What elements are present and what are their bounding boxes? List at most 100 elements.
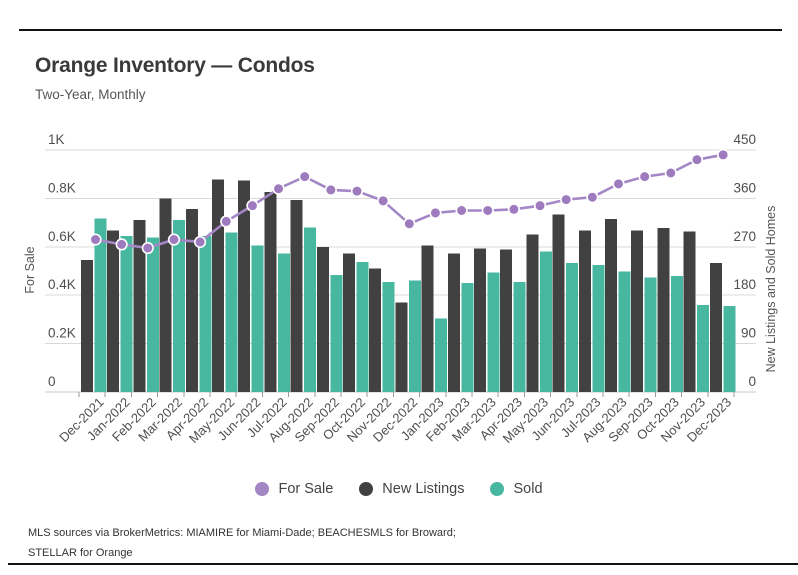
- bar-sold-May-2023: [539, 251, 552, 392]
- bottom-divider: [8, 563, 798, 565]
- bar-sold-Jan-2023: [435, 318, 448, 392]
- bar-new-listings-Aug-2023: [605, 218, 617, 392]
- bar-new-listings-Nov-2022: [369, 268, 382, 392]
- legend-item-sold: Sold: [490, 481, 543, 497]
- bar-sold-Mar-2023: [487, 272, 500, 392]
- bar-sold-Dec-2022: [408, 280, 421, 392]
- source-line-2: STELLAR for Orange: [28, 547, 133, 559]
- bar-sold-Aug-2022: [304, 227, 317, 392]
- bar-new-listings-Feb-2023: [447, 253, 460, 392]
- left-axis-tick: 1K: [48, 132, 65, 147]
- bar-new-listings-Nov-2023: [683, 231, 696, 392]
- for-sale-point-Mar-2023: [481, 204, 494, 217]
- legend-label: For Sale: [278, 481, 334, 497]
- bar-new-listings-Jul-2023: [578, 230, 591, 392]
- right-axis-tick: 180: [733, 277, 756, 292]
- bar-new-listings-May-2022: [212, 179, 224, 392]
- bar-sold-Jul-2023: [592, 265, 605, 392]
- for-sale-point-Nov-2022: [377, 194, 390, 207]
- bar-sold-Jul-2022: [277, 253, 290, 392]
- bar-sold-Nov-2022: [382, 281, 395, 392]
- bar-new-listings-Jan-2023: [421, 245, 434, 392]
- for-sale-point-Sep-2022: [324, 183, 337, 197]
- for-sale-point-Feb-2023: [455, 204, 468, 217]
- left-axis-tick: 0: [48, 374, 56, 389]
- bar-sold-May-2022: [225, 232, 238, 392]
- bar-new-listings-Sep-2022: [316, 246, 329, 392]
- source-line-1: MLS sources via BrokerMetrics: MIAMIRE f…: [28, 527, 456, 539]
- for-sale-point-Aug-2023: [612, 177, 625, 190]
- bar-new-listings-Jun-2023: [552, 214, 565, 392]
- bar-sold-Aug-2023: [618, 271, 631, 392]
- bar-new-listings-Aug-2022: [290, 200, 303, 392]
- bar-new-listings-Oct-2022: [343, 253, 355, 392]
- for-sale-point-Jun-2023: [560, 193, 573, 206]
- left-axis-tick: 0.8K: [48, 180, 76, 195]
- bar-new-listings-May-2023: [526, 234, 539, 392]
- bar-sold-Jan-2022: [120, 236, 133, 392]
- for-sale-point-Dec-2022: [403, 217, 416, 230]
- bar-new-listings-Mar-2023: [474, 248, 486, 392]
- for-sale-point-Feb-2022: [141, 241, 154, 255]
- top-divider: [19, 29, 782, 31]
- right-axis-tick: 0: [748, 374, 756, 389]
- sold-swatch-icon: [490, 482, 505, 496]
- bar-sold-Jun-2023: [566, 262, 579, 392]
- for-sale-point-Jun-2022: [246, 199, 259, 212]
- right-axis-tick: 90: [741, 326, 756, 341]
- legend-item-for-sale: For Sale: [255, 481, 333, 497]
- for-sale-point-Mar-2022: [167, 233, 181, 246]
- legend-item-new-listings: New Listings: [359, 481, 464, 497]
- bar-new-listings-Jun-2022: [238, 180, 251, 392]
- legend-label: Sold: [513, 481, 543, 497]
- for-sale-point-Jan-2022: [115, 238, 128, 251]
- bar-new-listings-Dec-2022: [395, 302, 408, 392]
- bar-sold-Sep-2023: [644, 277, 657, 392]
- bar-new-listings-Mar-2022: [159, 198, 172, 392]
- bar-new-listings-Jul-2022: [264, 191, 277, 392]
- bar-sold-Sep-2022: [330, 274, 343, 392]
- for-sale-point-Jul-2023: [586, 191, 599, 204]
- bar-sold-Nov-2023: [697, 304, 710, 392]
- bar-sold-Feb-2023: [461, 282, 474, 392]
- for-sale-point-Dec-2023: [716, 148, 730, 161]
- for-sale-point-Nov-2023: [690, 153, 704, 166]
- bar-sold-Mar-2022: [173, 219, 186, 392]
- bar-sold-Oct-2023: [670, 275, 683, 392]
- bar-new-listings-Dec-2021: [81, 260, 93, 392]
- for-sale-point-Apr-2022: [194, 235, 207, 249]
- right-axis-tick: 270: [733, 229, 756, 244]
- bar-sold-Oct-2022: [356, 261, 369, 392]
- left-axis-tick: 0.2K: [48, 326, 76, 341]
- bar-sold-Dec-2021: [94, 218, 107, 392]
- for-sale-point-Sep-2023: [638, 170, 651, 183]
- left-axis-tick: 0.6K: [48, 229, 76, 244]
- right-axis-title: New Listings and Sold Homes: [764, 205, 778, 373]
- for-sale-point-May-2022: [220, 215, 233, 228]
- bar-new-listings-Sep-2023: [631, 230, 644, 392]
- for-sale-point-Jan-2023: [429, 206, 442, 220]
- right-axis-tick: 360: [733, 180, 756, 195]
- bar-sold-Apr-2022: [199, 236, 212, 392]
- bar-sold-Dec-2023: [723, 305, 736, 392]
- for-sale-point-May-2023: [533, 199, 547, 212]
- bar-new-listings-Dec-2023: [709, 262, 722, 392]
- for-sale-point-Aug-2022: [298, 170, 311, 183]
- bar-sold-Feb-2022: [146, 237, 159, 392]
- legend-label: New Listings: [382, 481, 465, 497]
- for-sale-point-Jul-2022: [272, 182, 285, 195]
- bar-sold-Jun-2022: [251, 245, 264, 392]
- bar-new-listings-Oct-2023: [657, 227, 670, 392]
- chart-legend: For Sale New Listings Sold: [0, 481, 798, 497]
- left-axis-title: For Sale: [23, 246, 37, 294]
- right-axis-tick: 450: [733, 132, 756, 147]
- chart-title: Orange Inventory — Condos: [35, 54, 315, 77]
- for-sale-point-Dec-2021: [89, 233, 102, 246]
- for-sale-swatch-icon: [255, 482, 270, 496]
- left-axis-tick: 0.4K: [48, 277, 76, 292]
- bar-new-listings-Feb-2022: [133, 219, 146, 392]
- for-sale-point-Oct-2023: [664, 166, 677, 180]
- bar-new-listings-Apr-2023: [500, 249, 513, 392]
- bar-new-listings-Jan-2022: [107, 230, 120, 392]
